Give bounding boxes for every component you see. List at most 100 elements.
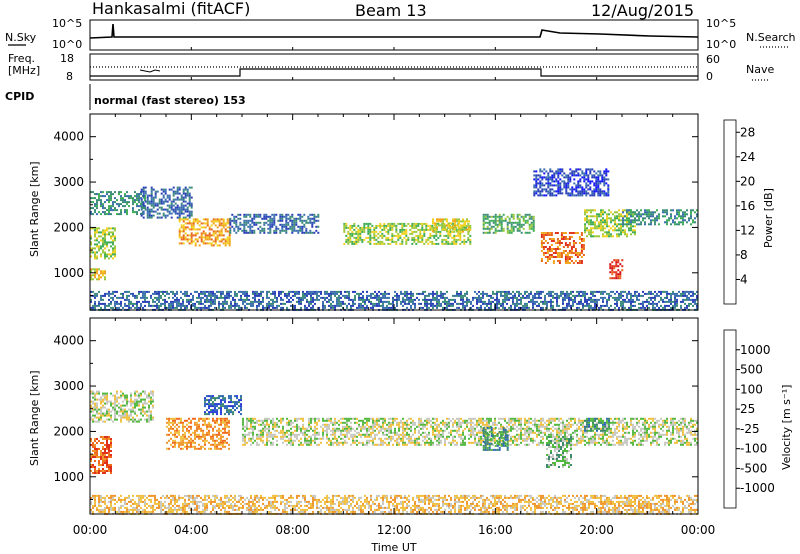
echo-cell: [98, 408, 100, 411]
echo-cell: [244, 300, 246, 303]
echo-cell: [544, 262, 547, 264]
echo-cell: [210, 300, 212, 303]
echo-cell: [528, 225, 531, 228]
echo-cell: [638, 213, 640, 216]
echo-cell: [411, 238, 414, 241]
echo-cell: [98, 440, 100, 442]
echo-cell: [584, 231, 586, 234]
echo-cell: [240, 294, 242, 297]
echo-cell: [132, 292, 134, 295]
echo-cell: [395, 228, 398, 231]
echo-cell: [690, 290, 692, 293]
echo-cell: [572, 246, 575, 248]
echo-cell: [372, 302, 374, 305]
echo-cell: [567, 176, 570, 179]
echo-cell: [196, 447, 198, 450]
echo-cell: [148, 212, 151, 215]
echo-cell: [288, 292, 290, 295]
echo-cell: [360, 296, 362, 299]
echo-cell: [579, 194, 582, 197]
echo-cell: [298, 292, 300, 295]
echo-cell: [369, 236, 372, 239]
echo-cell: [180, 306, 182, 309]
echo-cell: [433, 236, 436, 239]
echo-cell: [132, 400, 134, 403]
echo-cell: [138, 197, 140, 200]
echo-cell: [494, 227, 497, 230]
echo-cell: [602, 300, 604, 303]
echo-cell: [208, 226, 211, 229]
echo-cell: [172, 194, 175, 197]
echo-cell: [674, 300, 676, 303]
echo-cell: [120, 396, 122, 399]
echo-cell: [188, 302, 190, 305]
echo-cell: [144, 406, 146, 409]
echo-cell: [666, 300, 668, 303]
echo-cell: [574, 294, 576, 297]
echo-cell: [488, 231, 491, 234]
echo-cell: [604, 290, 606, 293]
echo-cell: [383, 226, 386, 229]
echo-cell: [102, 191, 104, 194]
echo-cell: [594, 227, 596, 230]
echo-cell: [535, 180, 538, 183]
echo-cell: [601, 192, 604, 195]
echo-cell: [577, 174, 580, 177]
echo-cell: [634, 219, 636, 222]
echo-cell: [332, 292, 334, 295]
echo-cell: [506, 221, 509, 224]
echo-cell: [90, 406, 92, 409]
echo-cell: [684, 294, 686, 297]
echo-cell: [116, 404, 118, 407]
echo-cell: [348, 296, 350, 299]
echo-cell: [598, 213, 600, 216]
echo-cell: [297, 231, 300, 234]
echo-cell: [112, 227, 114, 230]
echo-cell: [126, 211, 128, 214]
echo-cell: [646, 211, 648, 214]
echo-cell: [106, 304, 108, 307]
echo-cell: [556, 292, 558, 295]
echo-cell: [345, 226, 348, 229]
echo-cell: [132, 211, 134, 214]
echo-cell: [557, 168, 560, 171]
echo-cell: [488, 223, 491, 226]
echo-cell: [182, 437, 184, 440]
echo-cell: [619, 263, 622, 266]
echo-cell: [383, 228, 386, 231]
echo-cell: [180, 435, 182, 438]
echo-cell: [438, 218, 440, 221]
echo-cell: [266, 294, 268, 297]
echo-cell: [565, 192, 568, 195]
echo-cell: [549, 190, 552, 193]
echo-cell: [589, 180, 592, 183]
echo-cell: [610, 294, 612, 297]
echo-cell: [672, 300, 674, 303]
echo-cell: [626, 292, 628, 295]
echo-cell: [108, 209, 110, 212]
echo-cell: [574, 298, 576, 301]
echo-cell: [610, 219, 612, 222]
echo-cell: [535, 174, 538, 177]
echo-cell: [488, 306, 490, 309]
echo-cell: [456, 230, 458, 233]
echo-cell: [180, 198, 183, 201]
echo-cell: [570, 260, 573, 262]
echo-cell: [282, 306, 284, 309]
echo-cell: [338, 302, 340, 305]
echo-cell: [379, 230, 382, 233]
echo-cell: [432, 296, 434, 299]
echo-cell: [152, 200, 155, 203]
echo-cell: [546, 258, 549, 260]
echo-cell: [355, 240, 358, 243]
echo-cell: [666, 211, 668, 214]
echo-cell: [658, 217, 660, 220]
echo-cell: [469, 228, 472, 231]
echo-cell: [116, 203, 118, 206]
echo-cell: [621, 269, 624, 272]
echo-cell: [92, 400, 94, 403]
echo-cell: [188, 192, 191, 195]
echo-cell: [136, 199, 138, 202]
echo-cell: [204, 232, 207, 235]
echo-cell: [636, 298, 638, 301]
